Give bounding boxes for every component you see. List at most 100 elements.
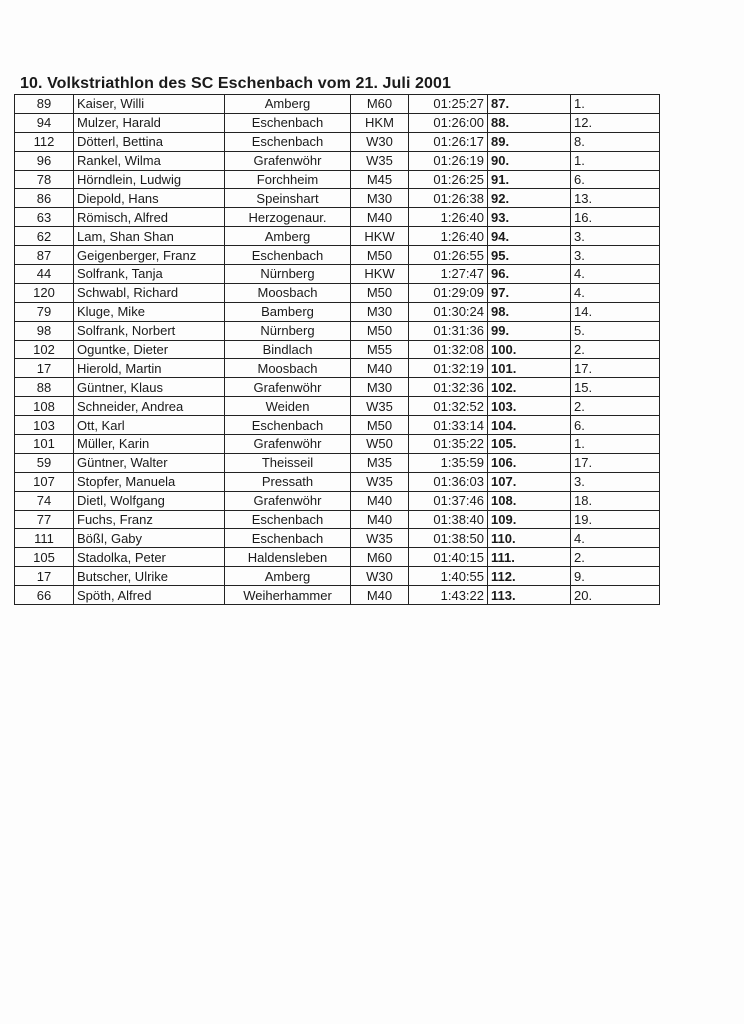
athlete-name-cell: Solfrank, Tanja [73,264,225,284]
start-number-cell: 62 [14,226,74,247]
club-city-cell: Moosbach [224,358,351,379]
table-row: 89 Kaiser, Willi Amberg M60 01:25:27 87. 1. [14,94,660,114]
club-city-cell: Nürnberg [224,320,351,341]
overall-place-cell: 97. [487,282,571,303]
athlete-name-cell: Ott, Karl [73,415,225,436]
finish-time-cell: 01:32:19 [408,358,488,379]
overall-place-cell: 88. [487,112,571,133]
club-city-cell: Haldensleben [224,547,351,568]
table-row: 98 Solfrank, Norbert Nürnberg M50 01:31:36 99… [14,320,660,341]
age-class-cell: W35 [350,528,409,549]
start-number-cell: 74 [14,490,74,511]
class-place-cell: 18. [570,490,660,511]
finish-time-cell: 01:32:08 [408,339,488,360]
document-title: 10. Volkstriathlon des SC Eschenbach vom… [20,75,452,92]
table-row: 88 Güntner, Klaus Grafenwöhr M30 01:32:36 102… [14,377,660,398]
finish-time-cell: 01:26:00 [408,112,488,133]
table-row: 63 Römisch, Alfred Herzogenaur. M40 1:26:40 9… [14,207,660,228]
athlete-name-cell: Stopfer, Manuela [73,471,225,492]
athlete-name-cell: Güntner, Klaus [73,377,225,398]
age-class-cell: M40 [350,207,409,228]
club-city-cell: Amberg [224,94,351,114]
overall-place-cell: 107. [487,471,571,492]
club-city-cell: Grafenwöhr [224,377,351,398]
age-class-cell: W35 [350,471,409,492]
overall-place-cell: 106. [487,452,571,473]
table-row: 87 Geigenberger, Franz Eschenbach M50 01:26:… [14,245,660,266]
table-row: 96 Rankel, Wilma Grafenwöhr W35 01:26:19 90. 1… [14,150,660,171]
age-class-cell: M30 [350,377,409,398]
finish-time-cell: 1:43:22 [408,585,488,606]
athlete-name-cell: Dietl, Wolfgang [73,490,225,511]
overall-place-cell: 89. [487,131,571,152]
class-place-cell: 17. [570,358,660,379]
overall-place-cell: 113. [487,585,571,606]
age-class-cell: HKW [350,226,409,247]
table-row: 17 Hierold, Martin Moosbach M40 01:32:19 101.… [14,358,660,379]
start-number-cell: 44 [14,264,74,284]
class-place-cell: 2. [570,339,660,360]
table-row: 44 Solfrank, Tanja Nürnberg HKW 1:27:47 96. 4. [14,264,660,284]
club-city-cell: Herzogenaur. [224,207,351,228]
start-number-cell: 66 [14,585,74,606]
finish-time-cell: 01:33:14 [408,415,488,436]
finish-time-cell: 01:36:03 [408,471,488,492]
overall-place-cell: 100. [487,339,571,360]
age-class-cell: M45 [350,169,409,190]
club-city-cell: Eschenbach [224,415,351,436]
athlete-name-cell: Oguntke, Dieter [73,339,225,360]
athlete-name-cell: Dötterl, Bettina [73,131,225,152]
overall-place-cell: 90. [487,150,571,171]
overall-place-cell: 102. [487,377,571,398]
overall-place-cell: 110. [487,528,571,549]
club-city-cell: Eschenbach [224,131,351,152]
age-class-cell: M35 [350,452,409,473]
athlete-name-cell: Güntner, Walter [73,452,225,473]
club-city-cell: Forchheim [224,169,351,190]
table-row: 79 Kluge, Mike Bamberg M30 01:30:24 98. 14. [14,301,660,322]
club-city-cell: Eschenbach [224,509,351,530]
finish-time-cell: 01:26:17 [408,131,488,152]
class-place-cell: 2. [570,396,660,417]
athlete-name-cell: Hierold, Martin [73,358,225,379]
class-place-cell: 2. [570,547,660,568]
club-city-cell: Bamberg [224,301,351,322]
class-place-cell: 8. [570,131,660,152]
finish-time-cell: 1:35:59 [408,452,488,473]
club-city-cell: Eschenbach [224,245,351,266]
class-place-cell: 4. [570,264,660,284]
athlete-name-cell: Mulzer, Harald [73,112,225,133]
overall-place-cell: 101. [487,358,571,379]
table-row: 86 Diepold, Hans Speinshart M30 01:26:38 92. 1… [14,188,660,209]
start-number-cell: 63 [14,207,74,228]
overall-place-cell: 91. [487,169,571,190]
table-row: 103 Ott, Karl Eschenbach M50 01:33:14 104. 6. [14,415,660,436]
start-number-cell: 17 [14,566,74,587]
start-number-cell: 77 [14,509,74,530]
table-row: 120 Schwabl, Richard Moosbach M50 01:29:09 97… [14,282,660,303]
class-place-cell: 17. [570,452,660,473]
table-row: 74 Dietl, Wolfgang Grafenwöhr M40 01:37:46 10… [14,490,660,511]
class-place-cell: 4. [570,528,660,549]
age-class-cell: M50 [350,320,409,341]
athlete-name-cell: Römisch, Alfred [73,207,225,228]
finish-time-cell: 01:32:36 [408,377,488,398]
class-place-cell: 6. [570,169,660,190]
finish-time-cell: 01:32:52 [408,396,488,417]
finish-time-cell: 01:37:46 [408,490,488,511]
athlete-name-cell: Lam, Shan Shan [73,226,225,247]
table-row: 17 Butscher, Ulrike Amberg W30 1:40:55 112. 9. [14,566,660,587]
age-class-cell: W35 [350,150,409,171]
overall-place-cell: 94. [487,226,571,247]
overall-place-cell: 109. [487,509,571,530]
club-city-cell: Grafenwöhr [224,434,351,454]
athlete-name-cell: Hörndlein, Ludwig [73,169,225,190]
club-city-cell: Pressath [224,471,351,492]
start-number-cell: 107 [14,471,74,492]
athlete-name-cell: Müller, Karin [73,434,225,454]
club-city-cell: Eschenbach [224,112,351,133]
start-number-cell: 89 [14,94,74,114]
finish-time-cell: 1:26:40 [408,207,488,228]
class-place-cell: 6. [570,415,660,436]
age-class-cell: W50 [350,434,409,454]
